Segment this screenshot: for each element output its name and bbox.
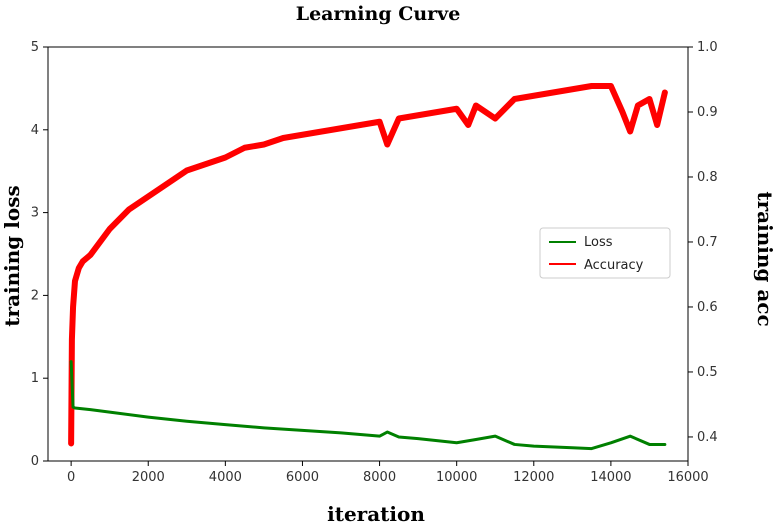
left-tick-label: 1	[31, 371, 39, 386]
x-tick-label: 2000	[132, 470, 165, 485]
series-layer	[68, 83, 668, 451]
right-tick-label: 0.6	[697, 300, 718, 315]
x-tick-label: 8000	[363, 470, 396, 485]
accuracy-series-line	[68, 83, 668, 447]
legend-loss-label: Loss	[584, 235, 613, 250]
right-axis-ticks: 0.4 0.5 0.6 0.7 0.8 0.9 1.0	[688, 40, 718, 445]
left-tick-label: 5	[31, 40, 39, 55]
right-tick-label: 0.5	[697, 365, 718, 380]
plot-frame	[47, 46, 689, 462]
legend-box	[539, 227, 671, 279]
right-tick-label: 0.7	[697, 235, 718, 250]
right-tick-label: 0.8	[697, 170, 718, 185]
right-tick-label: 0.4	[697, 430, 718, 445]
right-axis-label: training acc	[753, 191, 775, 326]
x-tick-label: 4000	[209, 470, 242, 485]
legend: Loss Accuracy	[539, 227, 671, 279]
legend-accuracy-label: Accuracy	[584, 258, 644, 273]
left-tick-label: 3	[31, 206, 39, 221]
left-tick-label: 2	[31, 288, 39, 303]
x-tick-label: 0	[67, 470, 75, 485]
left-tick-label: 4	[31, 123, 39, 138]
x-tick-label: 6000	[286, 470, 319, 485]
x-axis-ticks: 0 2000 4000 6000 8000 10000 12000 14000 16000	[67, 461, 709, 485]
right-tick-label: 1.0	[697, 40, 718, 55]
x-axis-label: iteration	[327, 502, 425, 526]
x-tick-label: 14000	[590, 470, 631, 485]
loss-series-line	[69, 360, 667, 451]
left-tick-label: 0	[31, 454, 39, 469]
left-axis-label: training loss	[0, 185, 24, 326]
x-tick-label: 12000	[513, 470, 554, 485]
right-tick-label: 0.9	[697, 105, 718, 120]
chart-title: Learning Curve	[296, 3, 461, 25]
left-axis-ticks: 0 1 2 3 4 5	[31, 40, 48, 469]
x-tick-label: 10000	[436, 470, 477, 485]
x-tick-label: 16000	[667, 470, 708, 485]
